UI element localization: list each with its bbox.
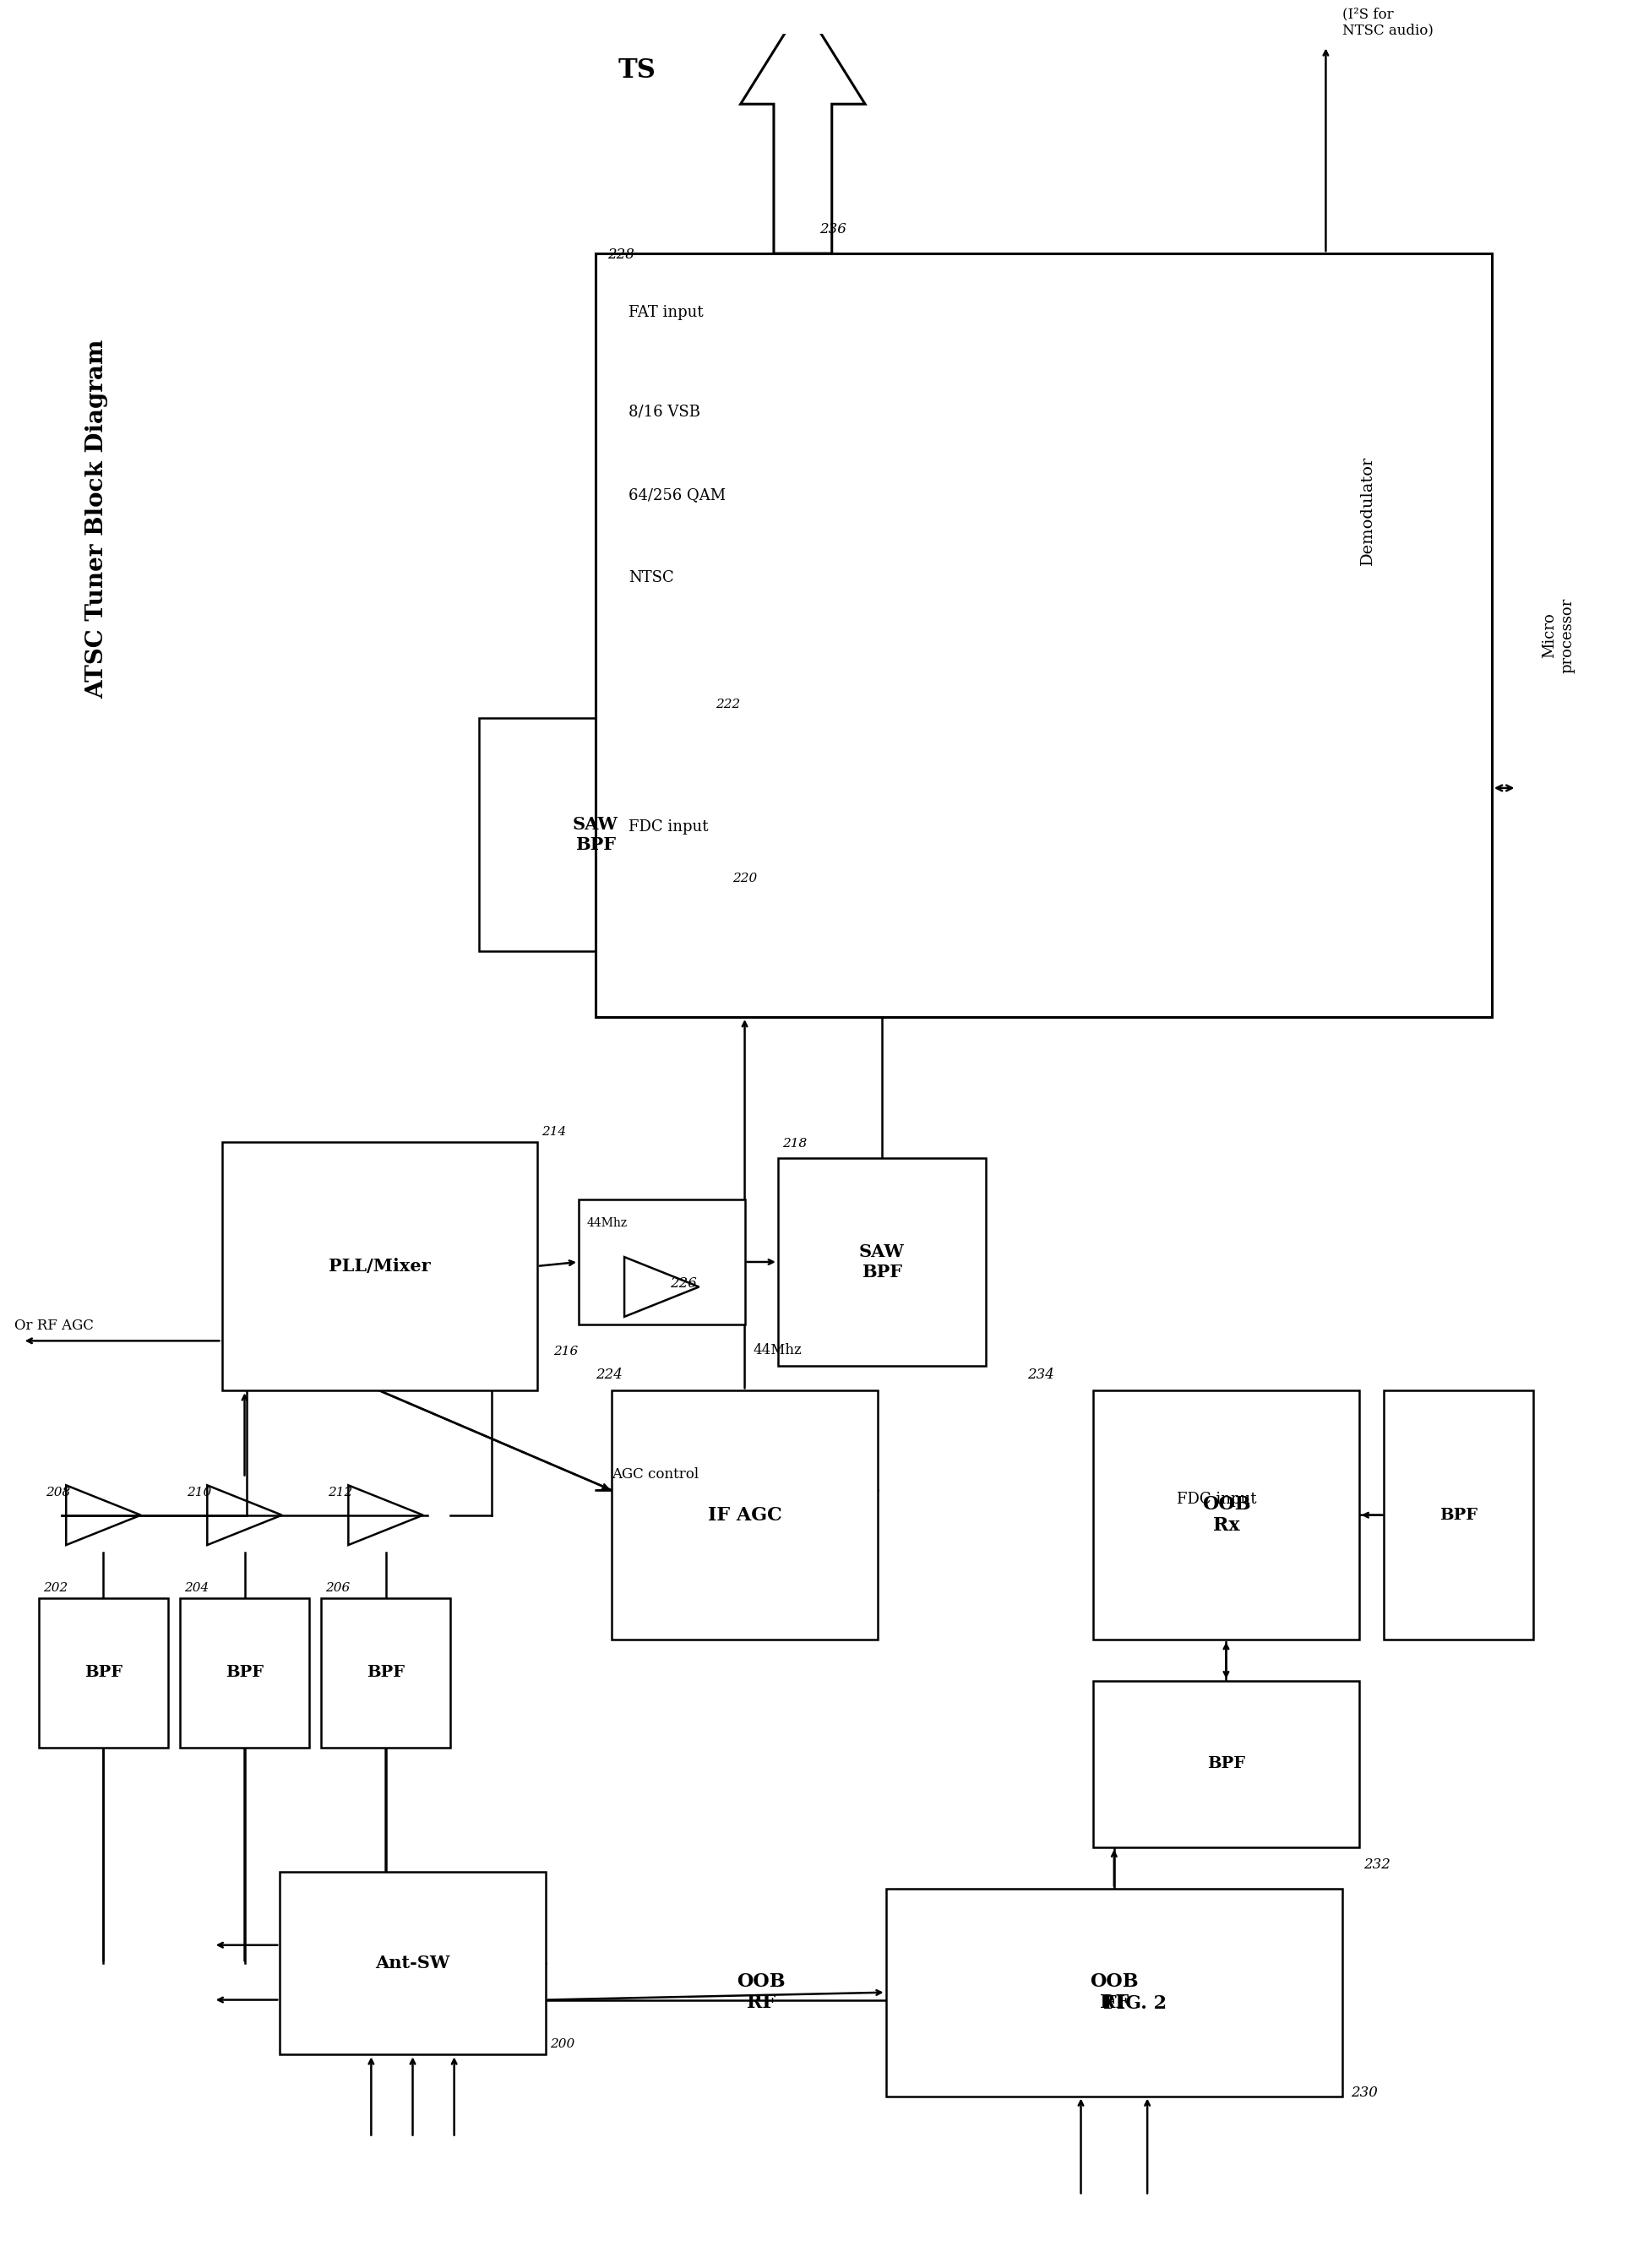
- Bar: [221, 1141, 537, 1390]
- Text: FDC input: FDC input: [629, 819, 708, 835]
- Text: IF AGC: IF AGC: [708, 1506, 781, 1524]
- Text: BPF: BPF: [85, 1665, 123, 1681]
- Text: ATSC Tuner Block Diagram: ATSC Tuner Block Diagram: [85, 340, 108, 699]
- Text: 230: 230: [1350, 2087, 1378, 2100]
- Text: 232: 232: [1363, 1857, 1389, 1871]
- Text: (I²S for
NTSC audio): (I²S for NTSC audio): [1342, 7, 1433, 39]
- Text: Or RF AGC: Or RF AGC: [15, 1318, 93, 1334]
- Text: 212: 212: [328, 1488, 352, 1499]
- Text: BPF: BPF: [1207, 1755, 1245, 1771]
- Bar: [478, 719, 711, 950]
- Text: Demodulator: Demodulator: [1360, 456, 1374, 565]
- Text: Ant-SW: Ant-SW: [375, 1955, 450, 1971]
- Text: 216: 216: [554, 1345, 578, 1359]
- Text: 44Mhz: 44Mhz: [752, 1343, 801, 1359]
- Text: OOB
RF: OOB RF: [737, 1973, 785, 2012]
- Text: OOB
RF: OOB RF: [1089, 1973, 1138, 2012]
- Text: Micro
processor: Micro processor: [1541, 596, 1574, 674]
- Text: 206: 206: [326, 1583, 351, 1594]
- Text: BPF: BPF: [367, 1665, 405, 1681]
- Text: 220: 220: [732, 873, 757, 885]
- Text: FAT input: FAT input: [629, 304, 703, 320]
- Bar: [1382, 1390, 1533, 1640]
- Text: FIG. 2: FIG. 2: [1102, 1994, 1166, 2014]
- Text: 234: 234: [1027, 1368, 1053, 1381]
- Text: SAW
BPF: SAW BPF: [858, 1243, 904, 1279]
- Bar: [280, 1871, 545, 2055]
- Text: 218: 218: [781, 1139, 806, 1150]
- Text: 44Mhz: 44Mhz: [586, 1218, 627, 1229]
- Text: OOB
Rx: OOB Rx: [1201, 1495, 1250, 1535]
- Bar: [578, 1200, 744, 1325]
- Text: NTSC: NTSC: [629, 569, 673, 585]
- Text: 200: 200: [549, 2039, 573, 2050]
- Bar: [886, 1889, 1342, 2096]
- Bar: [1093, 1681, 1358, 1846]
- Text: 224: 224: [595, 1368, 622, 1381]
- Text: 210: 210: [187, 1488, 211, 1499]
- Text: SAW
BPF: SAW BPF: [572, 816, 618, 853]
- Text: 208: 208: [46, 1488, 70, 1499]
- Text: 8/16 VSB: 8/16 VSB: [629, 404, 699, 420]
- Text: FDC input: FDC input: [1176, 1492, 1256, 1506]
- Text: BPF: BPF: [226, 1665, 264, 1681]
- Bar: [778, 1159, 984, 1365]
- Text: PLL/Mixer: PLL/Mixer: [328, 1259, 431, 1275]
- Bar: [180, 1599, 308, 1749]
- Text: 226: 226: [670, 1277, 696, 1290]
- Bar: [595, 254, 1491, 1016]
- Text: 64/256 QAM: 64/256 QAM: [629, 488, 726, 503]
- Text: 204: 204: [185, 1583, 210, 1594]
- Text: 228: 228: [608, 247, 634, 261]
- Bar: [611, 1390, 876, 1640]
- Text: 236: 236: [819, 222, 845, 236]
- Bar: [1093, 1390, 1358, 1640]
- Text: AGC control: AGC control: [611, 1467, 699, 1481]
- Text: 222: 222: [716, 699, 740, 710]
- Text: TS: TS: [618, 57, 655, 84]
- Text: BPF: BPF: [1438, 1508, 1477, 1522]
- Text: 214: 214: [541, 1125, 565, 1139]
- Text: 202: 202: [43, 1583, 67, 1594]
- Bar: [321, 1599, 450, 1749]
- Bar: [39, 1599, 167, 1749]
